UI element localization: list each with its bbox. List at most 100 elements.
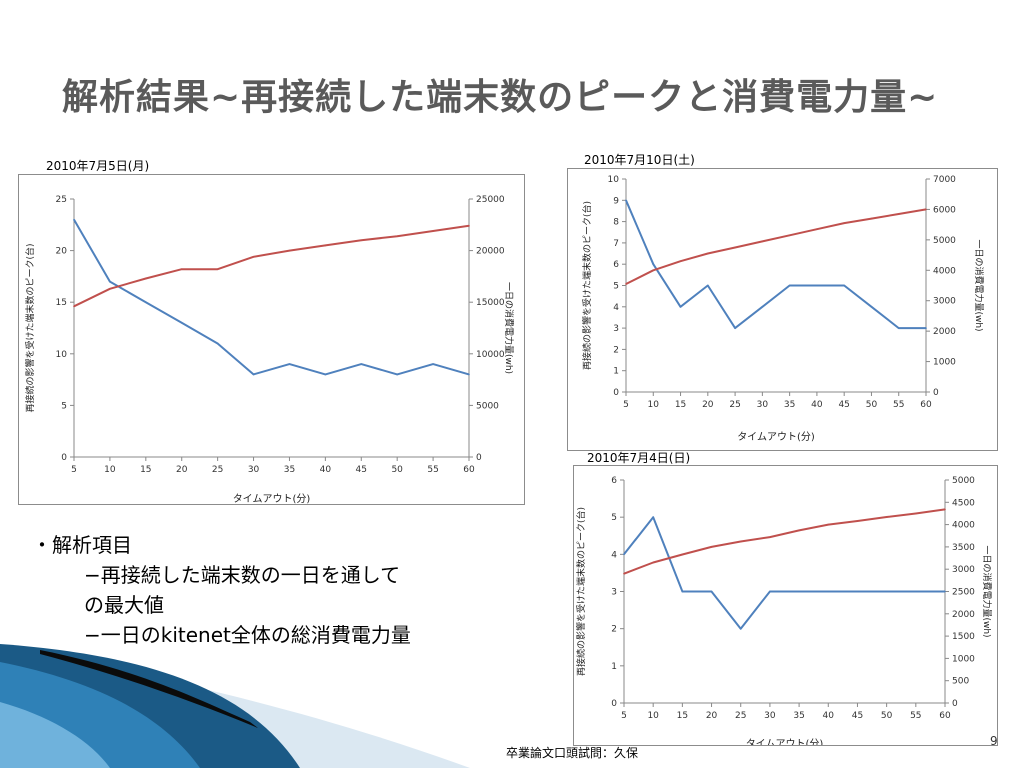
chart3-peak-point xyxy=(710,590,713,593)
chart1-right-tick-label: 5000 xyxy=(476,401,499,411)
chart2-right-tick-label: 2000 xyxy=(933,327,956,337)
chart3-x-tick-label: 5 xyxy=(621,711,627,721)
chart3-power-point xyxy=(944,508,946,511)
bullet-item-1-line-2: の最大値 xyxy=(84,593,164,617)
chart2-right-axis-label: 一日の消費電力量(wh) xyxy=(973,239,985,331)
chart2-power-point xyxy=(625,283,627,285)
chart2-right-tick-label: 0 xyxy=(933,388,939,398)
chart3-x-tick-label: 60 xyxy=(939,711,951,721)
chart2-power-series-line xyxy=(625,208,927,285)
chart3-right-tick-label: 2000 xyxy=(952,610,975,620)
chart1-x-axis-label: タイムアウト(分) xyxy=(233,493,311,504)
chart2-left-tick-label: 3 xyxy=(613,324,619,334)
bullet-item-1-line-1: −再接続した端末数の一日を通して xyxy=(84,563,401,587)
chart2-x-tick-label: 60 xyxy=(920,400,932,410)
chart1-right-tick-label: 25000 xyxy=(476,195,505,205)
chart1-x-tick-label: 50 xyxy=(391,465,403,475)
chart3-x-tick-label: 35 xyxy=(793,711,804,721)
chart3-right-tick-label: 1500 xyxy=(952,632,975,642)
chart1-right-tick-label: 15000 xyxy=(476,298,505,308)
chart1-power-point xyxy=(288,249,291,252)
chart1-left-axis-label: 再接続の影響を受けた端末数のピーク(台) xyxy=(24,243,36,412)
chart1-x-tick-label: 10 xyxy=(104,465,116,475)
chart3-power-point xyxy=(856,520,859,522)
chart3-left-tick-label: 0 xyxy=(611,699,617,709)
chart3-x-tick-label: 50 xyxy=(881,711,893,721)
chart3-power-point xyxy=(885,516,888,518)
chart2-power-point xyxy=(652,269,655,272)
chart3-right-tick-label: 3500 xyxy=(952,543,975,553)
chart2-peak-point xyxy=(925,327,927,329)
chart2-right-tick-label: 3000 xyxy=(933,297,956,307)
chart2-x-tick-label: 50 xyxy=(866,400,878,410)
chart1-power-point xyxy=(432,230,434,232)
chart1-peak-point xyxy=(73,218,75,221)
chart1-power-series-line xyxy=(73,224,470,308)
chart1-power-point xyxy=(468,225,470,227)
chart2-x-tick-label: 25 xyxy=(729,400,740,410)
chart2-left-tick-label: 2 xyxy=(613,345,619,355)
chart3-right-axis-label: 一日の消費電力量(wh) xyxy=(981,545,993,637)
chart1-left-tick-label: 15 xyxy=(56,298,67,308)
chart2-peak-point xyxy=(843,284,845,287)
chart1-power-point xyxy=(216,268,219,270)
chart3-power-point xyxy=(681,553,684,556)
chart2-power-point xyxy=(788,234,791,237)
chart3-left-axis-label: 再接続の影響を受けた端末数のピーク(台) xyxy=(575,507,587,676)
chart1-power-point xyxy=(324,244,327,247)
chart2-peak-point xyxy=(788,284,791,287)
chart-2010-07-05: 0 5 10 15 20 25 0 5000 10000 15000 20000 25000 5 10 15… xyxy=(18,174,525,505)
chart3-left-tick-label: 2 xyxy=(611,625,617,635)
chart2-x-tick-label: 10 xyxy=(648,400,660,410)
chart2-peak-point xyxy=(652,263,655,265)
chart-2010-07-04: 0 1 2 3 4 5 6 0 500 1000 1500 2000 2500 3000 3500 4000 4… xyxy=(573,465,998,746)
chart2-left-tick-label: 5 xyxy=(613,282,619,292)
chart2-peak-point xyxy=(897,327,900,329)
chart3-peak-point xyxy=(798,590,800,593)
chart-2010-07-10-svg: 0123456789100100020003000400050006000700… xyxy=(581,175,985,443)
chart1-peak-point xyxy=(324,373,327,376)
chart2-power-point xyxy=(734,246,736,249)
chart2-power-point xyxy=(843,222,845,224)
chart3-x-tick-label: 15 xyxy=(677,711,688,721)
chart3-left-tick-label: 3 xyxy=(611,588,617,598)
chart3-power-point xyxy=(710,546,713,548)
chart2-x-tick-label: 20 xyxy=(702,400,714,410)
chart1-power-point xyxy=(145,277,147,280)
chart2-power-point xyxy=(870,217,873,220)
chart1-peak-point xyxy=(360,363,363,365)
chart-2010-07-04-svg: 0123456050010001500200025003000350040004… xyxy=(575,476,993,745)
chart1-power-point xyxy=(396,235,398,237)
chart-2010-07-10: 0 1 2 3 4 5 6 7 8 9 10 0 1000 2000 3000 4000 5000 6000 700… xyxy=(567,168,998,451)
chart1-x-tick-label: 25 xyxy=(212,465,223,475)
chart1-x-tick-label: 45 xyxy=(356,465,367,475)
chart3-peak-point xyxy=(915,590,917,593)
chart3-x-tick-label: 30 xyxy=(764,711,776,721)
chart-1-caption: 2010年7月5日(月) xyxy=(46,159,150,173)
chart3-x-tick-label: 20 xyxy=(706,711,718,721)
chart1-peak-point xyxy=(468,373,470,376)
chart3-x-tick-label: 45 xyxy=(852,711,863,721)
chart2-power-point xyxy=(761,240,764,243)
chart1-peak-point xyxy=(109,280,111,283)
chart2-peak-point xyxy=(761,306,764,308)
chart1-right-tick-label: 0 xyxy=(476,453,482,463)
chart1-left-tick-label: 5 xyxy=(61,401,67,411)
chart2-peak-point xyxy=(707,284,709,287)
chart3-x-tick-label: 10 xyxy=(647,711,659,721)
chart2-right-tick-label: 4000 xyxy=(933,266,956,276)
chart1-peak-point xyxy=(180,322,183,324)
chart3-right-tick-label: 4500 xyxy=(952,498,975,508)
chart2-left-axis-label: 再接続の影響を受けた端末数のピーク(台) xyxy=(581,201,593,370)
chart1-power-point xyxy=(73,305,75,308)
chart3-left-tick-label: 6 xyxy=(611,476,617,486)
chart3-peak-point xyxy=(652,516,654,518)
chart3-power-point xyxy=(652,561,654,564)
slide-title: 解析結果~再接続した端末数のピークと消費電力量~ xyxy=(62,77,939,118)
chart1-peak-point xyxy=(216,342,219,345)
chart3-peak-series-line xyxy=(623,516,945,630)
chart2-right-tick-label: 5000 xyxy=(933,236,956,246)
chart3-peak-point xyxy=(623,553,625,556)
chart1-power-point xyxy=(360,239,363,242)
